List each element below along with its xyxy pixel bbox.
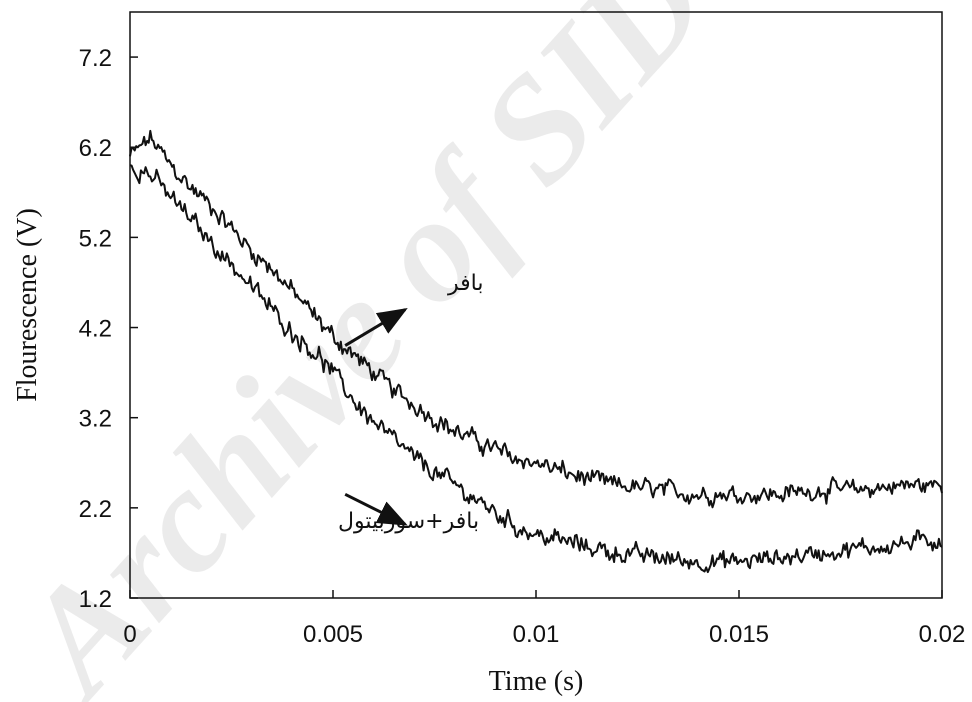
y-tick-label: 6.2 bbox=[79, 135, 112, 162]
annotation-label-2: بافر+سوربیتول bbox=[338, 509, 479, 534]
annotations: بافر بافر+سوربیتول bbox=[338, 271, 483, 534]
x-tick-label: 0.005 bbox=[303, 621, 363, 648]
series-line-2 bbox=[129, 164, 943, 574]
x-tick-label: 0 bbox=[123, 621, 136, 648]
annotation-label-1: بافر bbox=[447, 271, 483, 296]
y-tick-label: 4.2 bbox=[79, 316, 112, 343]
series-line-1 bbox=[129, 129, 943, 509]
annotation-arrow-2 bbox=[344, 492, 408, 526]
annotation-arrow-1 bbox=[344, 308, 408, 347]
y-axis-title: Flourescence (V) bbox=[12, 208, 43, 402]
x-axis-title: Time (s) bbox=[489, 666, 584, 697]
y-tick-label: 3.2 bbox=[79, 406, 112, 433]
x-axis: 0 0.005 0.01 0.015 0.02 bbox=[123, 590, 965, 648]
series-layer bbox=[129, 129, 943, 574]
y-tick-label: 2.2 bbox=[79, 496, 112, 523]
y-tick-label: 7.2 bbox=[79, 45, 112, 72]
y-axis: 1.2 2.2 3.2 4.2 5.2 6.2 7.2 bbox=[79, 45, 138, 613]
x-tick-label: 0.01 bbox=[513, 621, 560, 648]
y-tick-label: 5.2 bbox=[79, 225, 112, 252]
x-tick-label: 0.015 bbox=[709, 621, 769, 648]
y-tick-label: 1.2 bbox=[79, 586, 112, 613]
x-tick-label: 0.02 bbox=[919, 621, 966, 648]
